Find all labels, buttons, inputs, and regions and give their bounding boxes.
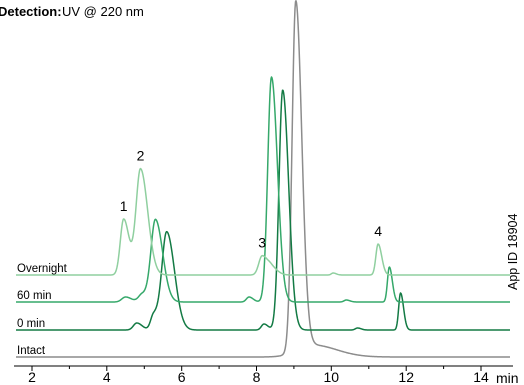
peak-annotation-3: 3 xyxy=(258,235,266,251)
x-tick-label: 4 xyxy=(103,369,111,385)
series-label-0-min: 0 min xyxy=(17,318,45,330)
trace-60-min xyxy=(15,76,511,303)
x-axis-ticks: 2 4 6 8 10 12 14 xyxy=(28,366,489,385)
trace-overnight xyxy=(15,167,511,276)
x-tick-label: 10 xyxy=(324,369,340,385)
x-tick-label: 8 xyxy=(253,369,261,385)
detection-value: UV @ 220 nm xyxy=(62,4,144,19)
app-id-label: App ID 18904 xyxy=(506,214,520,290)
trace-group xyxy=(15,0,511,358)
series-label-60-min: 60 min xyxy=(17,290,52,302)
peak-annotation-2: 2 xyxy=(137,148,145,164)
trace-intact xyxy=(15,0,511,358)
x-axis-unit-label: min xyxy=(496,370,519,385)
x-tick-label: 2 xyxy=(28,369,36,385)
detection-label: Detection: xyxy=(0,4,62,19)
x-tick-label: 14 xyxy=(473,369,489,385)
peak-labels: 1 2 3 4 xyxy=(120,148,382,251)
peak-annotation-4: 4 xyxy=(374,223,382,239)
series-label-intact: Intact xyxy=(17,345,46,357)
series-labels: Overnight 60 min 0 min Intact xyxy=(17,263,68,357)
x-tick-label: 6 xyxy=(178,369,186,385)
trace-0-min xyxy=(15,89,511,331)
x-tick-label: 12 xyxy=(398,369,414,385)
peak-annotation-1: 1 xyxy=(120,198,128,214)
series-label-overnight: Overnight xyxy=(17,263,68,275)
